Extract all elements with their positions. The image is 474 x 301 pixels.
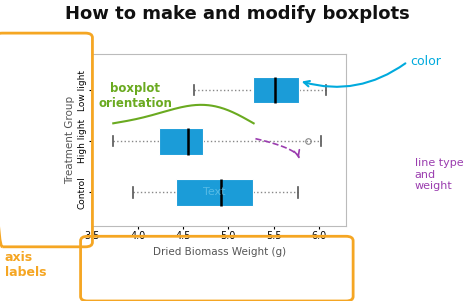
Text: Text: Text <box>202 188 225 197</box>
Bar <box>158 128 203 154</box>
Y-axis label: Treatment Group: Treatment Group <box>65 96 75 184</box>
Text: color: color <box>410 55 441 68</box>
Bar <box>176 179 253 206</box>
Text: axis
labels: axis labels <box>5 251 46 279</box>
Bar <box>253 77 299 103</box>
Text: boxplot
orientation: boxplot orientation <box>98 82 172 110</box>
Text: How to make and modify boxplots: How to make and modify boxplots <box>64 5 410 23</box>
X-axis label: Dried Biomass Weight (g): Dried Biomass Weight (g) <box>153 247 286 257</box>
Text: line type
and
weight: line type and weight <box>415 158 464 191</box>
